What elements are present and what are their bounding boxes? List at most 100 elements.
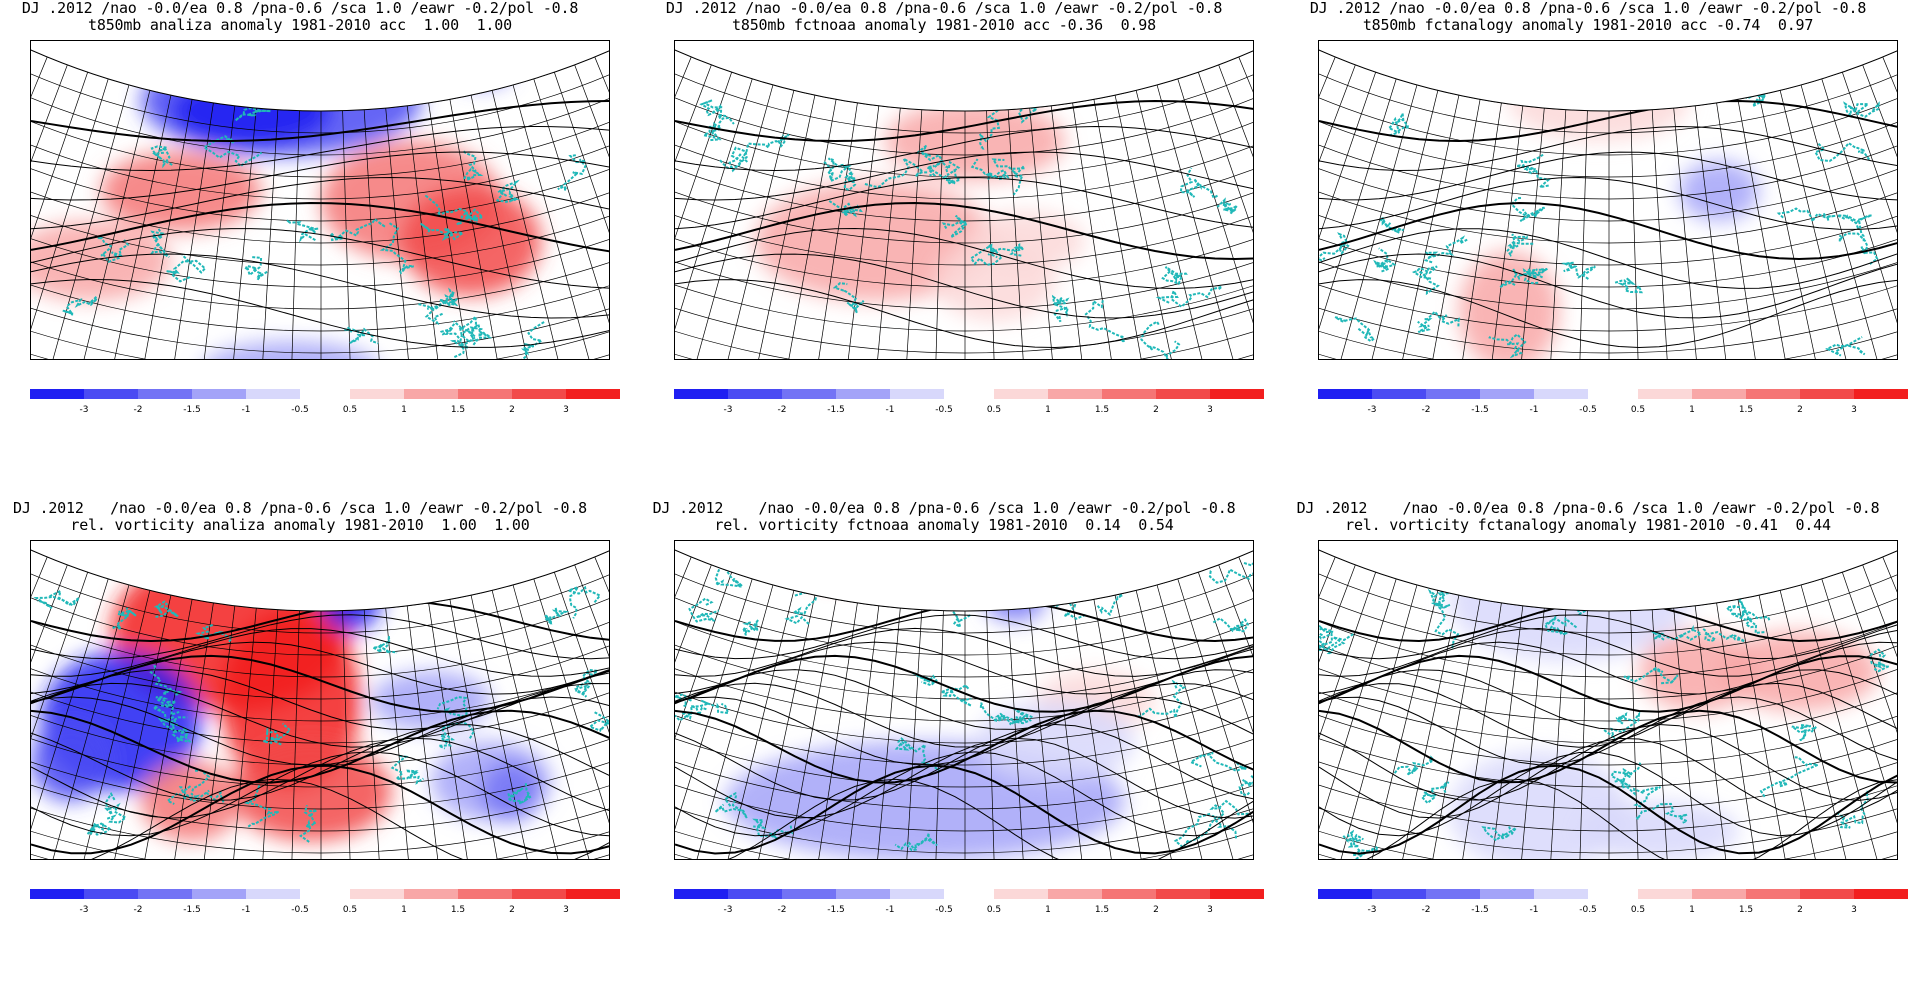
colorbar-tick-label: 2 bbox=[1153, 405, 1159, 415]
colorbar-segment bbox=[404, 389, 458, 399]
colorbar-tick-label: -2 bbox=[133, 405, 143, 415]
colorbar-tick-label: -0.5 bbox=[1579, 405, 1597, 415]
colorbar-segment bbox=[1318, 389, 1372, 399]
colorbar-segment bbox=[1480, 389, 1534, 399]
lat-lon-grid bbox=[1319, 41, 1897, 359]
colorbar-negative bbox=[30, 389, 300, 399]
colorbar-negative bbox=[674, 889, 944, 899]
colorbar-tick-label: -1.5 bbox=[1471, 405, 1489, 415]
colorbar-tick-label: -2 bbox=[1421, 905, 1431, 915]
colorbar-tick-label: 2 bbox=[509, 405, 515, 415]
colorbar-segment bbox=[1156, 889, 1210, 899]
map-panel: DJ .2012 /nao -0.0/ea 0.8 /pna-0.6 /sca … bbox=[0, 499, 620, 940]
colorbar-segment bbox=[1426, 389, 1480, 399]
colorbar-tick-label: 1 bbox=[1689, 405, 1695, 415]
colorbar-tick-label: 1.5 bbox=[450, 905, 466, 915]
panel-title-line1: DJ .2012 /nao -0.0/ea 0.8 /pna-0.6 /sca … bbox=[21, 0, 579, 17]
colorbar-tick-label: -1 bbox=[241, 905, 251, 915]
colorbar-tick-label: 3 bbox=[563, 405, 569, 415]
panel-title-line2: t850mb analiza anomaly 1981-2010 acc 1.0… bbox=[88, 16, 512, 34]
colorbar-tick-label: -1.5 bbox=[827, 905, 845, 915]
colorbar-tick-label: -0.5 bbox=[1579, 905, 1597, 915]
colorbar-segment bbox=[1534, 889, 1588, 899]
contour-lines bbox=[31, 599, 609, 859]
colorbar-segment bbox=[458, 389, 512, 399]
colorbar-segment bbox=[782, 389, 836, 399]
colorbar-tick-label: -3 bbox=[79, 905, 89, 915]
colorbar-segment bbox=[138, 389, 192, 399]
colorbar-segment bbox=[30, 389, 84, 399]
map-panel: DJ .2012 /nao -0.0/ea 0.8 /pna-0.6 /sca … bbox=[644, 500, 1264, 940]
colorbar-segment bbox=[566, 889, 620, 899]
panel-title-line2: rel. vorticity fctanalogy anomaly 1981-2… bbox=[1345, 516, 1831, 534]
colorbar-segment bbox=[1210, 389, 1264, 399]
colorbar-tick-label: -0.5 bbox=[291, 405, 309, 415]
colorbar-segment bbox=[1318, 889, 1372, 899]
colorbar-segment bbox=[1426, 889, 1480, 899]
map-frame bbox=[30, 40, 610, 360]
map-canvas bbox=[31, 41, 609, 359]
colorbar-segment bbox=[1102, 889, 1156, 899]
lat-lon-grid bbox=[1319, 541, 1897, 859]
colorbar-tick-label: -3 bbox=[723, 905, 733, 915]
colorbar-segment bbox=[890, 889, 944, 899]
colorbar-segment bbox=[728, 389, 782, 399]
colorbar-segment bbox=[674, 889, 728, 899]
map-frame bbox=[30, 540, 610, 860]
colorbar-segment bbox=[350, 889, 404, 899]
colorbar-tick-label: -1 bbox=[1529, 905, 1539, 915]
panel-title-line2: rel. vorticity fctnoaa anomaly 1981-2010… bbox=[714, 516, 1174, 534]
colorbar-segment bbox=[566, 389, 620, 399]
map-canvas bbox=[675, 541, 1253, 859]
panel-title-line2: t850mb fctanalogy anomaly 1981-2010 acc … bbox=[1362, 16, 1814, 34]
colorbar-tick-label: -1.5 bbox=[183, 405, 201, 415]
colorbar-segment bbox=[458, 889, 512, 899]
map-canvas bbox=[31, 541, 609, 859]
colorbar-segment bbox=[30, 889, 84, 899]
colorbar-positive bbox=[994, 389, 1264, 399]
colorbar-tick-label: 3 bbox=[563, 905, 569, 915]
colorbar-positive bbox=[350, 389, 620, 399]
contour-lines bbox=[1319, 99, 1897, 349]
map-panel: DJ .2012 /nao -0.0/ea 0.8 /pna-0.6 /sca … bbox=[0, 0, 620, 440]
panel-title-line2: rel. vorticity analiza anomaly 1981-2010… bbox=[70, 516, 530, 534]
colorbar-segment bbox=[1048, 889, 1102, 899]
map-panel: DJ .2012 /nao -0.0/ea 0.8 /pna-0.6 /sca … bbox=[644, 0, 1264, 440]
colorbar-segment bbox=[246, 389, 300, 399]
colorbar-tick-label: -3 bbox=[723, 405, 733, 415]
colorbar-segment bbox=[1156, 389, 1210, 399]
colorbar-segment bbox=[1800, 389, 1854, 399]
colorbar-tick-label: -1 bbox=[885, 405, 895, 415]
colorbar-tick-label: 3 bbox=[1851, 405, 1857, 415]
colorbar-tick-label: 0.5 bbox=[342, 905, 358, 915]
colorbar-tick-label: -1.5 bbox=[1471, 905, 1489, 915]
colorbar-negative bbox=[1318, 389, 1588, 399]
colorbar-tick-label: 2 bbox=[1153, 905, 1159, 915]
panel-title-line1: DJ .2012 /nao -0.0/ea 0.8 /pna-0.6 /sca … bbox=[1296, 499, 1880, 517]
panel-title-line1: DJ .2012 /nao -0.0/ea 0.8 /pna-0.6 /sca … bbox=[13, 499, 587, 517]
colorbar-segment bbox=[512, 389, 566, 399]
map-frame bbox=[674, 40, 1254, 360]
colorbar-tick-label: 1 bbox=[1045, 905, 1051, 915]
colorbar-segment bbox=[84, 389, 138, 399]
colorbar-segment bbox=[1480, 889, 1534, 899]
colorbar-segment bbox=[1800, 889, 1854, 899]
colorbar-segment bbox=[246, 889, 300, 899]
colorbar-segment bbox=[1854, 389, 1908, 399]
lat-lon-grid bbox=[675, 541, 1253, 859]
colorbar-tick-label: -3 bbox=[79, 405, 89, 415]
colorbar-segment bbox=[1854, 889, 1908, 899]
colorbar-segment bbox=[890, 389, 944, 399]
colorbar-segment bbox=[1210, 889, 1264, 899]
colorbar-segment bbox=[994, 389, 1048, 399]
map-panel: DJ .2012 /nao -0.0/ea 0.8 /pna-0.6 /sca … bbox=[1288, 0, 1908, 440]
colorbar-positive bbox=[1638, 389, 1908, 399]
colorbar-tick-label: 0.5 bbox=[1630, 905, 1646, 915]
colorbar-segment bbox=[192, 889, 246, 899]
colorbar-tick-label: -3 bbox=[1367, 405, 1377, 415]
colorbar-tick-label: 1.5 bbox=[1094, 405, 1110, 415]
colorbar-positive bbox=[350, 889, 620, 899]
colorbar-negative bbox=[1318, 889, 1588, 899]
colorbar-tick-label: 2 bbox=[1797, 905, 1803, 915]
colorbar-segment bbox=[1102, 389, 1156, 399]
